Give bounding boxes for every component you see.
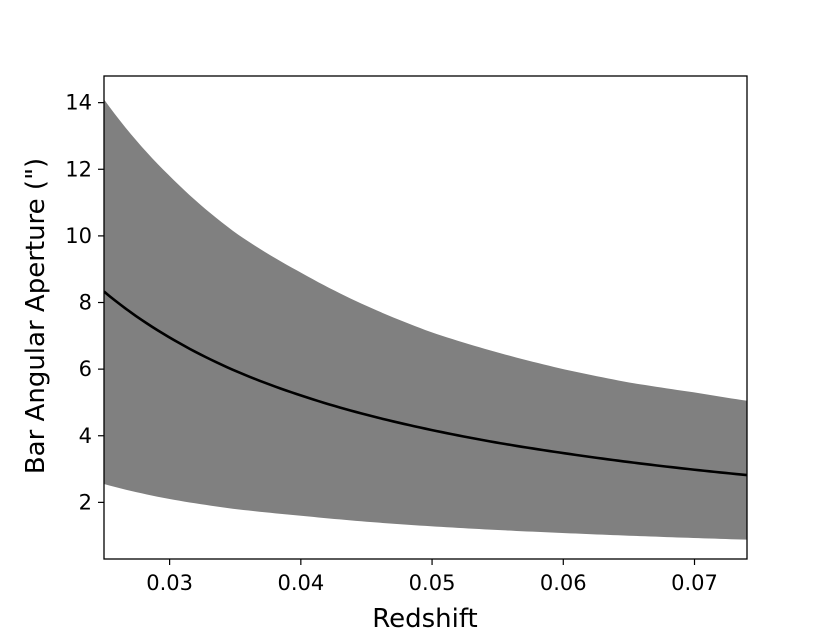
plot-frame [103, 75, 748, 560]
y-tick-label: 10 [65, 224, 92, 248]
x-tick-label: 0.07 [671, 571, 718, 595]
y-tick-label: 2 [79, 490, 92, 514]
central-curve [104, 290, 747, 477]
x-tick-label: 0.06 [540, 571, 587, 595]
y-tick-label: 4 [79, 424, 92, 448]
x-tick-label: 0.05 [409, 571, 456, 595]
y-tick-label: 12 [65, 157, 92, 181]
x-tick-label: 0.04 [277, 571, 324, 595]
y-tick-label: 8 [79, 291, 92, 315]
x-axis-label: Redshift [372, 604, 478, 634]
axes: 0.03 0.04 0.05 0.06 0.07 2 4 6 8 10 12 14 [65, 75, 748, 595]
x-tick-label: 0.03 [146, 571, 193, 595]
uncertainty-band [104, 99, 747, 540]
y-tick-label: 6 [79, 357, 92, 381]
plot-area [104, 99, 747, 540]
y-axis-label: Bar Angular Aperture (") [21, 158, 51, 474]
y-tick-label: 14 [65, 91, 92, 115]
